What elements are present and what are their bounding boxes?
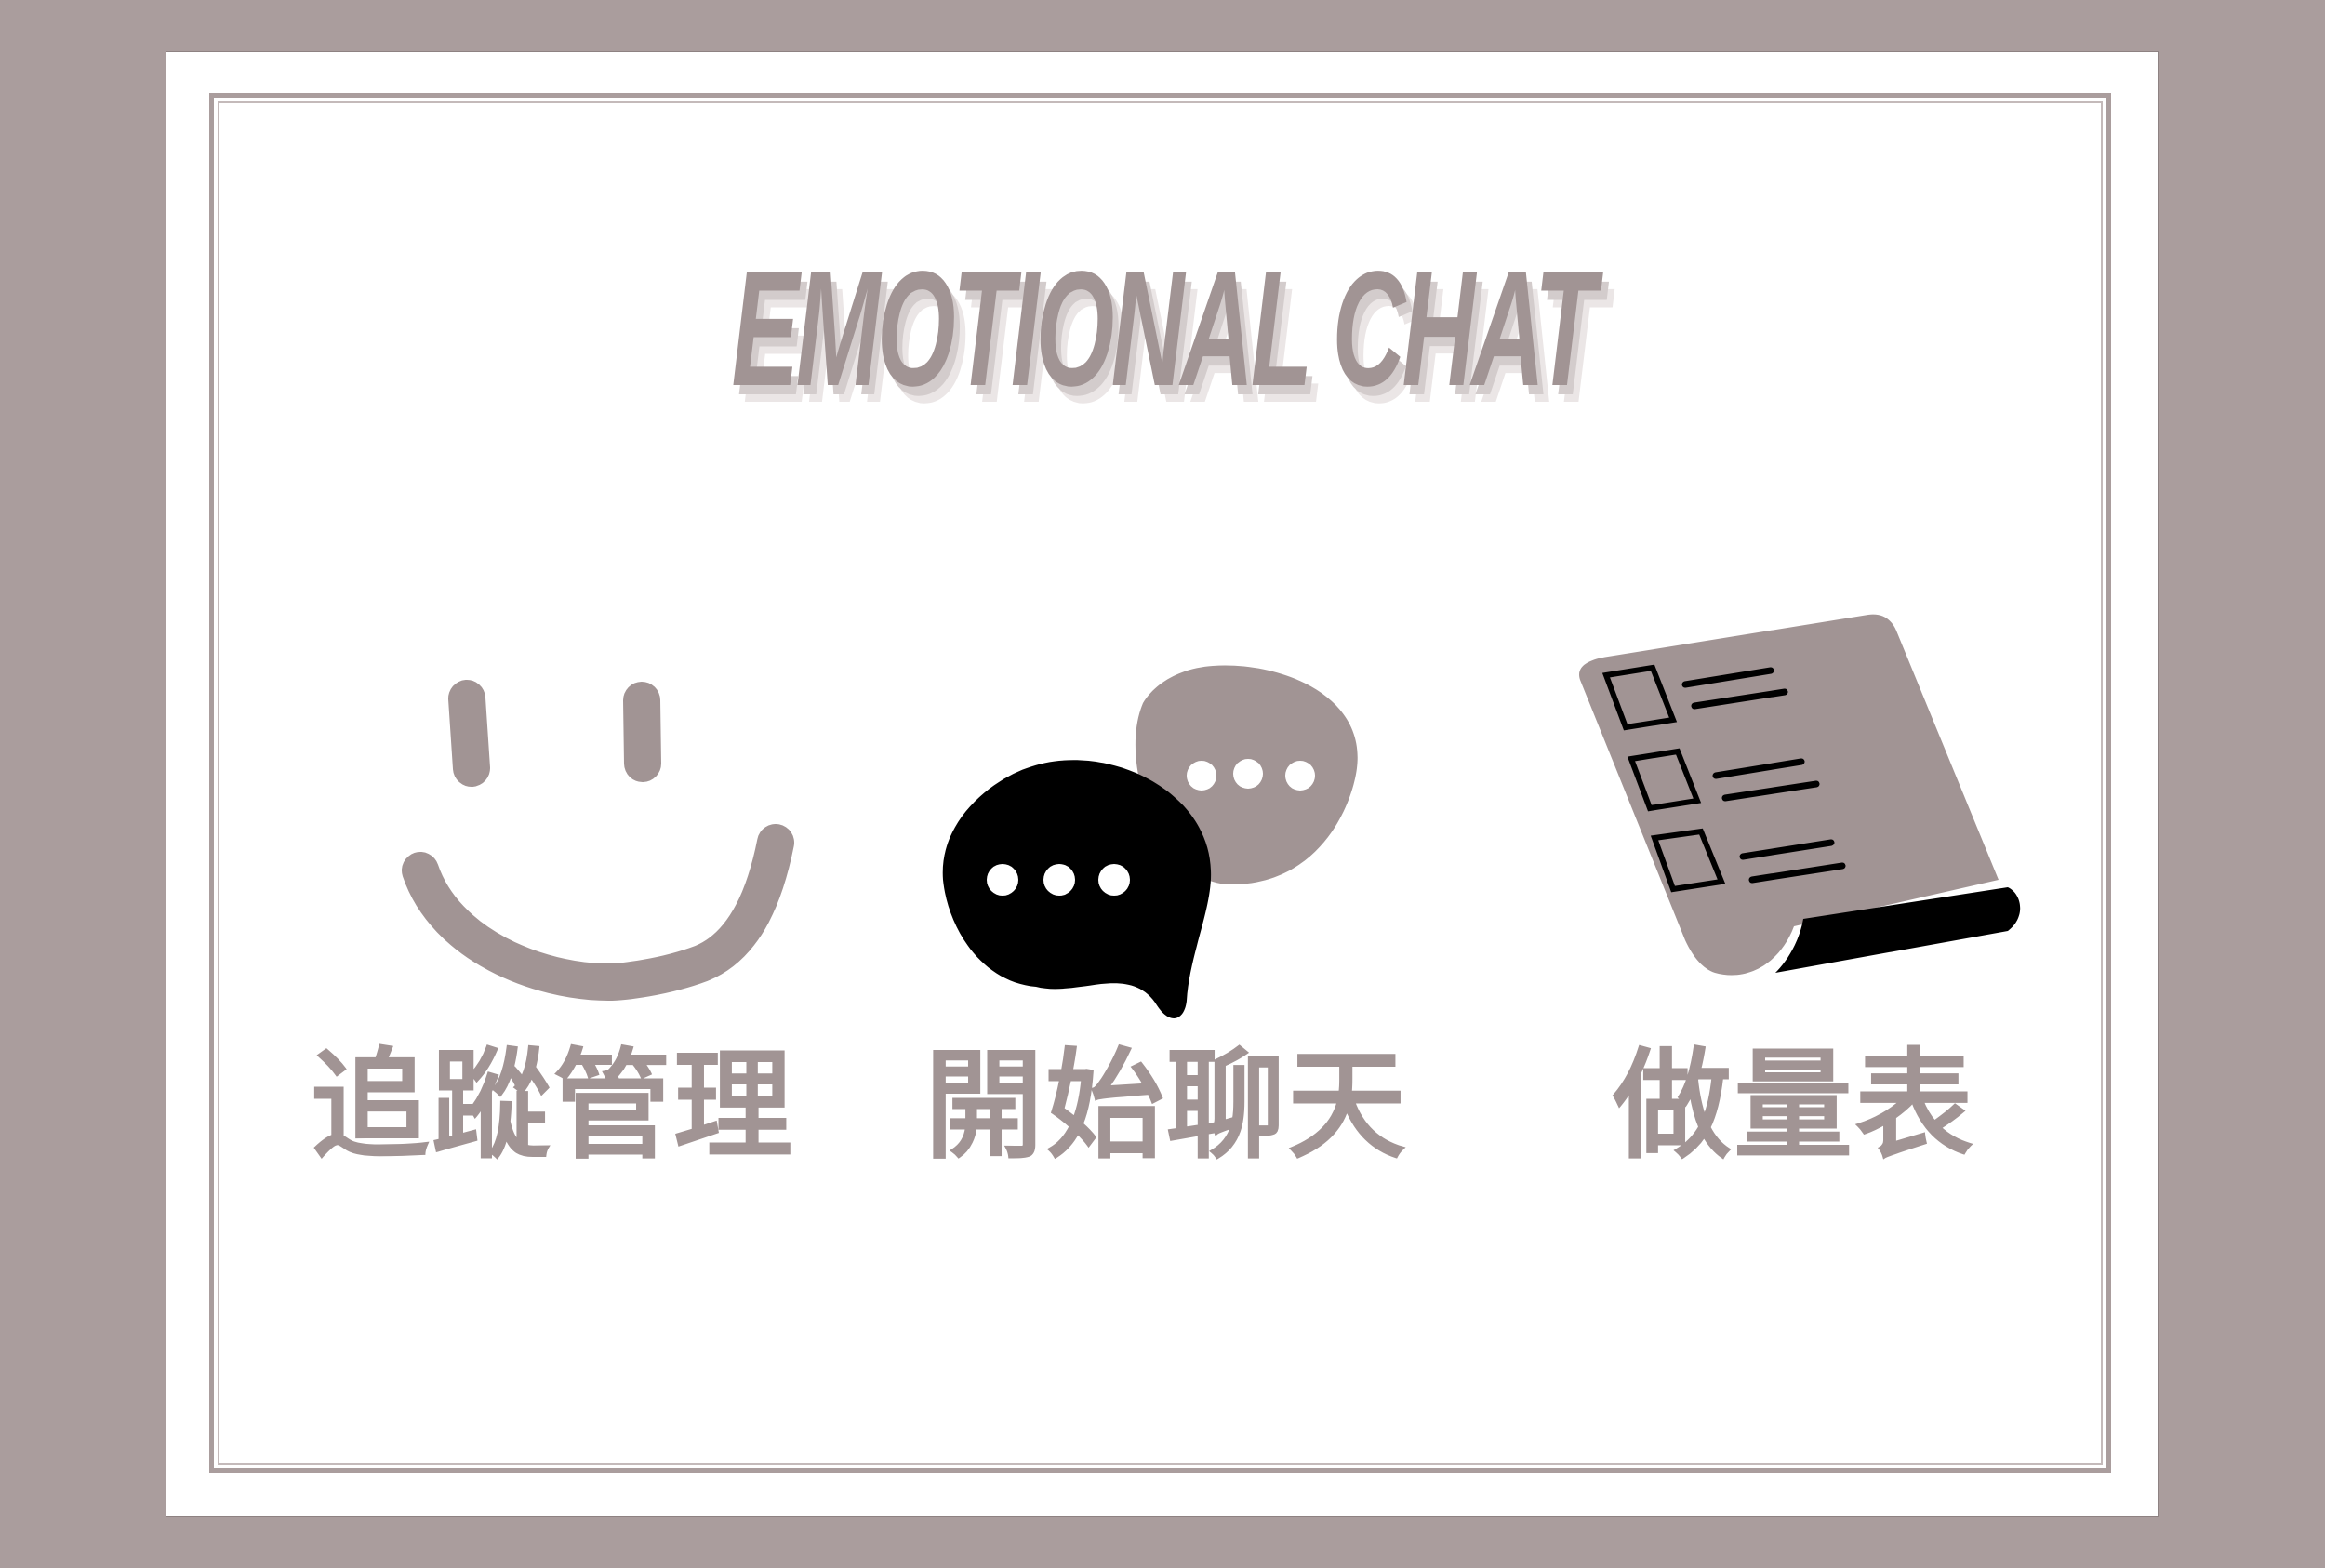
menu-item-tracking[interactable]: 追蹤管理 xyxy=(273,573,831,1224)
decorative-frame xyxy=(209,93,2111,1473)
menu-item-chat[interactable]: 開始聊天 xyxy=(887,573,1445,1224)
menu-label-tracking: 追蹤管理 xyxy=(310,1037,794,1176)
questionnire-scroll-icon xyxy=(1579,614,2021,976)
app-card: EMOTIONAL CHAT 追蹤管理 開始聊天 xyxy=(166,52,2158,1516)
menu-label-chat: 開始聊天 xyxy=(923,1037,1408,1176)
chat-bubbles-icon xyxy=(942,665,1358,1018)
menu-item-questionnaire[interactable]: 做量表 xyxy=(1515,573,2073,1224)
app-title: EMOTIONAL CHAT xyxy=(731,238,1597,420)
menu-label-questionnaire: 做量表 xyxy=(1612,1037,1975,1176)
smiley-icon xyxy=(402,680,794,1002)
